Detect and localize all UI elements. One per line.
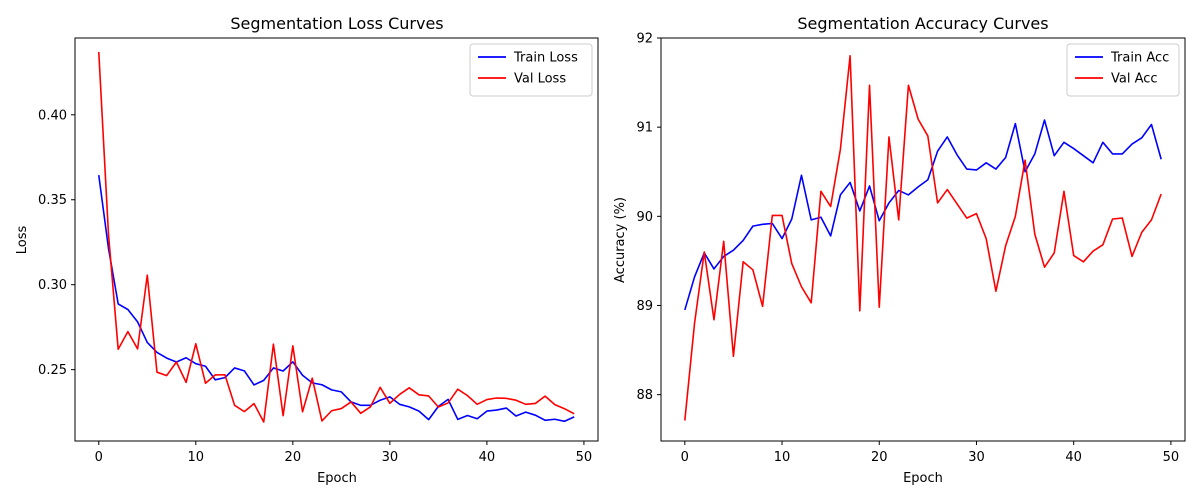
accuracy-chart-plot-area: 0 10 20 30 40 50 88 89 90 91 92 Train Acc Val Acc <box>636 32 1186 465</box>
loss-chart-legend-label: Val Loss <box>514 72 566 87</box>
loss-chart-series-train-loss <box>97 175 575 423</box>
loss-chart: Segmentation Loss Curves Epoch Loss 0 10 2… <box>15 14 599 486</box>
accuracy-chart-xtick-label: 30 <box>968 450 985 465</box>
accuracy-chart-xtick-label: 20 <box>871 450 888 465</box>
accuracy-chart-xtick-label: 0 <box>681 450 689 465</box>
loss-chart-ylabel: Loss <box>15 226 30 255</box>
loss-chart-plot-area: 0 10 20 30 40 50 0.25 0.30 0.35 0.40 Train Loss Val… <box>38 37 599 465</box>
accuracy-chart-title: Segmentation Accuracy Curves <box>797 14 1048 33</box>
accuracy-chart-axes-frame <box>660 37 1186 442</box>
loss-chart-title: Segmentation Loss Curves <box>230 14 443 33</box>
accuracy-chart-series-val-acc <box>684 55 1162 421</box>
accuracy-chart-ytick-label: 92 <box>636 32 653 47</box>
accuracy-chart-ytick-label: 91 <box>636 121 653 136</box>
accuracy-chart-legend: Train Acc Val Acc <box>1066 43 1180 97</box>
accuracy-chart-xtick-label: 50 <box>1163 450 1180 465</box>
loss-chart-xtick-label: 30 <box>382 450 399 465</box>
accuracy-chart-legend-label: Train Acc <box>1110 51 1169 66</box>
loss-chart-ytick-label: 0.30 <box>38 278 67 293</box>
loss-chart-ytick-label: 0.25 <box>38 363 67 378</box>
loss-chart-xtick-label: 0 <box>95 450 103 465</box>
accuracy-chart-xlabel: Epoch <box>903 471 943 486</box>
accuracy-chart-ytick-label: 88 <box>636 388 653 403</box>
loss-chart-series-val-loss <box>97 51 575 423</box>
accuracy-chart-xtick-label: 40 <box>1065 450 1082 465</box>
accuracy-chart-legend-label: Val Acc <box>1111 72 1158 87</box>
loss-chart-axes-frame <box>74 37 599 442</box>
accuracy-chart-ylabel: Accuracy (%) <box>613 197 628 283</box>
accuracy-chart: Segmentation Accuracy Curves Epoch Accur… <box>613 14 1186 486</box>
loss-chart-xtick-label: 20 <box>285 450 302 465</box>
loss-chart-xtick-label: 10 <box>188 450 205 465</box>
loss-chart-ytick-label: 0.35 <box>38 193 67 208</box>
loss-chart-legend: Train Loss Val Loss <box>469 43 593 97</box>
loss-chart-ytick-label: 0.40 <box>38 108 67 123</box>
loss-chart-legend-label: Train Loss <box>513 51 578 66</box>
accuracy-chart-xtick-label: 10 <box>774 450 791 465</box>
loss-chart-xtick-label: 40 <box>479 450 496 465</box>
accuracy-chart-ytick-label: 89 <box>636 299 653 314</box>
accuracy-chart-ytick-label: 90 <box>636 210 653 225</box>
loss-chart-xtick-label: 50 <box>576 450 593 465</box>
loss-chart-xlabel: Epoch <box>317 471 357 486</box>
accuracy-chart-series-train-acc <box>684 119 1162 311</box>
